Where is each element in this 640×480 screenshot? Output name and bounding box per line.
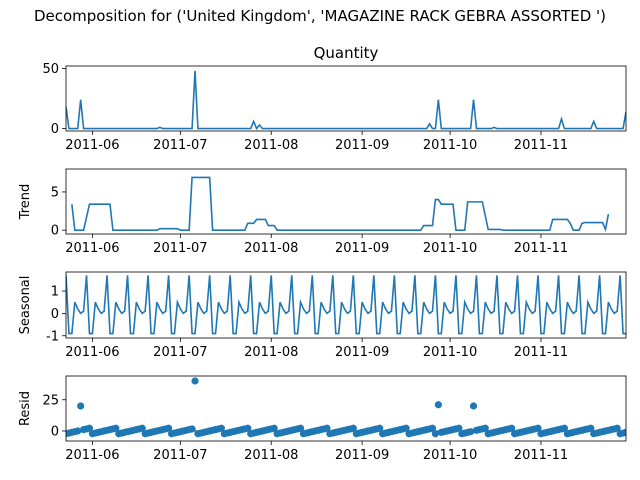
seasonal-xtick-label: 2011-10 bbox=[423, 345, 477, 360]
resid-point bbox=[431, 430, 440, 438]
resid-point bbox=[323, 424, 331, 432]
trend-xtick-label: 2011-08 bbox=[244, 241, 298, 256]
seasonal-xtick-label: 2011-09 bbox=[335, 345, 389, 360]
resid-point bbox=[217, 424, 225, 432]
trend-ytick-label: 0 bbox=[51, 224, 59, 239]
resid-point bbox=[481, 424, 489, 432]
seasonal-xtick-label: 2011-06 bbox=[65, 345, 119, 360]
resid-point bbox=[467, 428, 475, 436]
resid-point bbox=[534, 424, 542, 432]
resid-point bbox=[74, 427, 82, 435]
resid-point bbox=[296, 424, 305, 432]
resid-xtick-label: 2011-08 bbox=[244, 448, 298, 463]
trend-line bbox=[71, 176, 610, 233]
resid-ytick-label: 25 bbox=[42, 393, 59, 408]
observed-xtick-label: 2011-06 bbox=[65, 138, 119, 153]
resid-point bbox=[85, 424, 94, 432]
seasonal-ylabel: Seasonal bbox=[18, 276, 33, 335]
observed-line bbox=[66, 70, 626, 131]
seasonal-series bbox=[66, 275, 626, 335]
resid-xtick-label: 2011-06 bbox=[65, 448, 119, 463]
resid-point bbox=[376, 424, 384, 432]
observed-title: Quantity bbox=[314, 44, 379, 62]
resid-ylabel: Resid bbox=[18, 391, 33, 426]
resid-point bbox=[622, 428, 626, 436]
trend-ytick-label: 5 bbox=[51, 185, 59, 200]
resid-point bbox=[613, 424, 621, 432]
trend-xtick-label: 2011-06 bbox=[65, 241, 119, 256]
resid-point bbox=[165, 424, 173, 432]
seasonal-ytick-label: -1 bbox=[46, 329, 59, 344]
trend-xtick-label: 2011-07 bbox=[153, 241, 207, 256]
resid-point bbox=[560, 424, 569, 432]
resid-point bbox=[270, 424, 278, 432]
resid-point bbox=[508, 424, 516, 432]
panel-seasonal: -1 0 1 2011-06 2011-07 2011-08 2011-09 2011-10 2… bbox=[18, 271, 627, 360]
panel-observed: 0 50 2011-06 2011-07 2011-08 2011-09 2011-10 20… bbox=[42, 44, 627, 153]
observed-xtick-label: 2011-11 bbox=[514, 138, 568, 153]
trend-ylabel: Trend bbox=[18, 184, 33, 221]
resid-point bbox=[138, 424, 146, 432]
resid-point bbox=[587, 424, 595, 432]
seasonal-xtick-label: 2011-08 bbox=[244, 345, 298, 360]
resid-axes-frame bbox=[65, 375, 627, 442]
resid-xtick-label: 2011-10 bbox=[423, 448, 477, 463]
observed-xtick-label: 2011-10 bbox=[423, 138, 477, 153]
seasonal-axes-frame bbox=[65, 271, 627, 339]
resid-xtick-label: 2011-09 bbox=[335, 448, 389, 463]
seasonal-xtick-label: 2011-11 bbox=[514, 345, 568, 360]
resid-point bbox=[349, 424, 357, 432]
seasonal-xtick-label: 2011-07 bbox=[153, 345, 207, 360]
resid-point bbox=[402, 424, 410, 432]
seasonal-line bbox=[66, 275, 626, 335]
observed-series bbox=[66, 70, 626, 131]
resid-xtick-label: 2011-07 bbox=[153, 448, 207, 463]
resid-point bbox=[188, 425, 196, 433]
trend-axes-frame bbox=[65, 168, 627, 235]
resid-point bbox=[469, 402, 478, 410]
trend-xtick-label: 2011-10 bbox=[423, 241, 477, 256]
trend-xtick-label: 2011-09 bbox=[335, 241, 389, 256]
resid-point bbox=[434, 401, 442, 409]
observed-xtick-label: 2011-09 bbox=[335, 138, 389, 153]
trend-xtick-label: 2011-11 bbox=[514, 241, 568, 256]
figure-suptitle: Decomposition for ('United Kingdom', 'MA… bbox=[34, 7, 606, 25]
panel-trend: 0 5 2011-06 2011-07 2011-08 2011-09 2011-10 201… bbox=[18, 168, 627, 256]
resid-point bbox=[77, 402, 85, 410]
trend-series bbox=[71, 176, 610, 233]
observed-ytick-label: 0 bbox=[51, 122, 59, 137]
observed-ytick-label: 50 bbox=[42, 62, 59, 77]
seasonal-ytick-label: 1 bbox=[51, 285, 59, 300]
resid-ytick-label: 0 bbox=[51, 425, 59, 440]
resid-series bbox=[66, 377, 626, 438]
seasonal-ytick-label: 0 bbox=[51, 307, 59, 322]
observed-xtick-label: 2011-08 bbox=[244, 138, 298, 153]
observed-axes-frame bbox=[65, 65, 627, 132]
resid-point bbox=[455, 424, 463, 432]
resid-point bbox=[244, 424, 252, 432]
resid-point bbox=[112, 424, 120, 432]
resid-xtick-label: 2011-11 bbox=[514, 448, 568, 463]
resid-point bbox=[191, 377, 199, 385]
resid-point bbox=[428, 424, 437, 432]
panel-resid: 0 25 2011-06 2011-07 2011-08 2011-09 2011-10 20… bbox=[18, 375, 627, 463]
observed-xtick-label: 2011-07 bbox=[153, 138, 207, 153]
